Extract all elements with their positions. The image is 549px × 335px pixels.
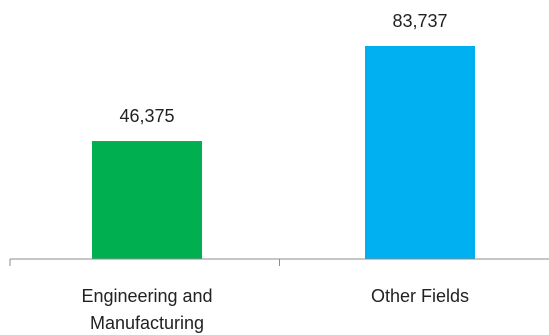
bar-1 (92, 141, 202, 259)
data-labels-layer: 46,375 83,737 (119, 11, 447, 126)
x-tick-labels-layer: Engineering and Manufacturing Other Fields (81, 286, 469, 333)
bar-2 (365, 46, 475, 259)
x-tick-label-line: Engineering and (81, 286, 212, 306)
bars-layer (92, 46, 475, 259)
x-tick-label-line: Manufacturing (90, 313, 204, 333)
x-tick-label-1: Engineering and Manufacturing (81, 286, 212, 333)
x-tick-label-2: Other Fields (371, 286, 469, 306)
x-tick-label-line: Other Fields (371, 286, 469, 306)
data-label-2: 83,737 (392, 11, 447, 31)
x-axis (9, 258, 549, 266)
data-label-1: 46,375 (119, 106, 174, 126)
